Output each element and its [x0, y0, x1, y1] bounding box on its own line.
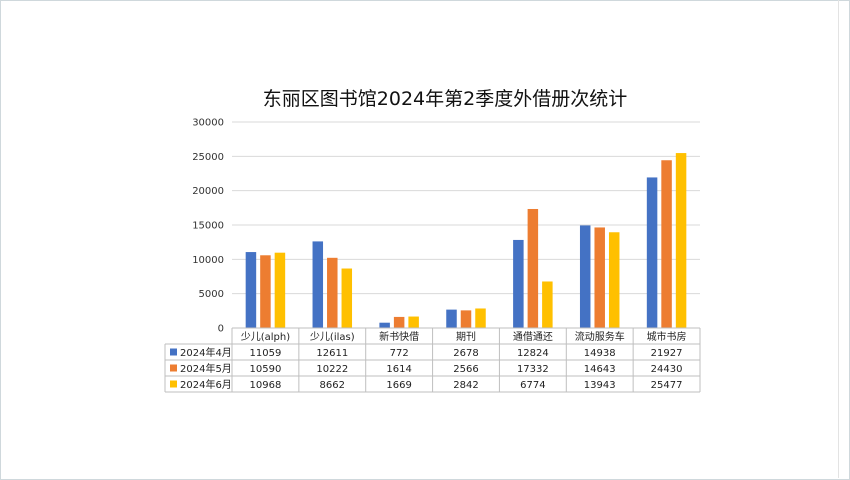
bar — [312, 241, 324, 328]
bar — [245, 252, 257, 328]
data-cell: 772 — [390, 348, 409, 359]
bar — [446, 309, 457, 328]
data-cell: 13943 — [584, 380, 616, 391]
bar — [393, 316, 405, 328]
bar — [527, 208, 539, 328]
data-cell: 17332 — [517, 364, 549, 375]
data-cell: 10590 — [250, 364, 282, 375]
y-tick-label: 30000 — [192, 118, 224, 129]
y-tick-label: 20000 — [192, 186, 224, 197]
data-cell: 1669 — [386, 380, 411, 391]
bar — [408, 316, 419, 328]
bar — [460, 310, 472, 328]
bar — [341, 268, 353, 328]
data-table: 少儿(alph) 少儿(ilas) 新书快借 期刊 通借通还 流动服务车 城市书房 2024年… — [164, 327, 701, 393]
data-cell: 10968 — [250, 380, 282, 391]
bar — [661, 160, 672, 328]
category-label: 城市书房 — [647, 330, 687, 343]
series-name: 2024年5月 — [180, 362, 232, 375]
y-axis: 0 5000 10000 15000 20000 25000 30000 — [192, 118, 224, 335]
bars — [245, 153, 687, 328]
data-cell: 6774 — [520, 380, 545, 391]
data-cell: 2842 — [453, 380, 478, 391]
data-cell: 12611 — [316, 348, 348, 359]
frame-divider — [838, 0, 839, 478]
bar — [327, 257, 338, 328]
y-tick-label: 5000 — [199, 289, 224, 300]
y-tick-label: 25000 — [192, 152, 224, 163]
data-cell: 12824 — [517, 348, 549, 359]
bar — [646, 177, 658, 328]
chart-title: 东丽区图书馆2024年第2季度外借册次统计 — [263, 88, 627, 110]
bar — [274, 252, 286, 328]
data-cell: 24430 — [651, 364, 683, 375]
bar — [379, 322, 390, 328]
data-cell: 14938 — [584, 348, 616, 359]
data-cell: 21927 — [651, 348, 683, 359]
gridlines — [232, 121, 700, 329]
category-label: 通借通还 — [513, 331, 553, 343]
bar — [475, 308, 486, 328]
data-cell: 8662 — [320, 380, 345, 391]
bar — [594, 227, 605, 328]
bar — [513, 239, 524, 328]
bar — [675, 153, 687, 328]
bar — [542, 281, 553, 328]
legend-key — [170, 348, 177, 356]
category-label: 少儿(ilas) — [310, 331, 355, 343]
data-cell: 1614 — [386, 364, 411, 375]
bar — [260, 255, 271, 328]
data-cell: 25477 — [651, 380, 683, 391]
data-cell: 11059 — [250, 348, 282, 359]
category-label: 期刊 — [456, 331, 476, 343]
y-tick-label: 0 — [218, 324, 224, 335]
category-label: 少儿(alph) — [241, 331, 290, 343]
category-label: 新书快借 — [379, 330, 419, 343]
data-cell: 2678 — [453, 348, 478, 359]
data-cell: 10222 — [316, 364, 348, 375]
bar — [608, 232, 620, 328]
y-tick-label: 15000 — [192, 221, 224, 232]
series-name: 2024年6月 — [180, 378, 232, 391]
category-label: 流动服务车 — [575, 330, 625, 343]
bar — [579, 225, 591, 328]
series-name: 2024年4月 — [180, 346, 232, 359]
data-cell: 2566 — [453, 364, 478, 375]
legend-key — [170, 380, 177, 388]
y-tick-label: 10000 — [192, 255, 224, 266]
legend-key — [170, 364, 177, 372]
data-cell: 14643 — [584, 364, 616, 375]
